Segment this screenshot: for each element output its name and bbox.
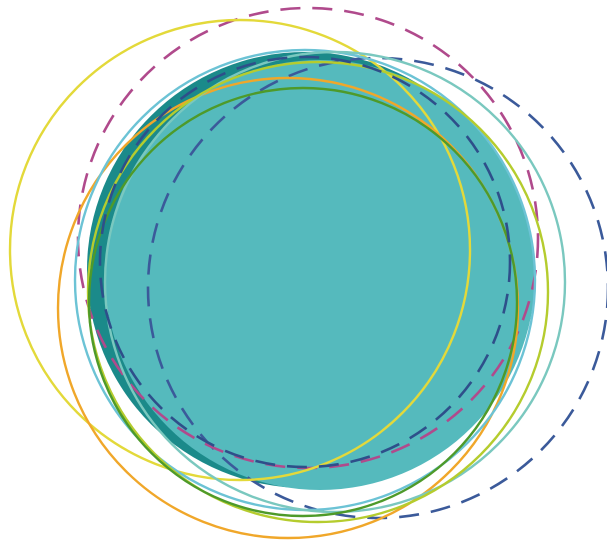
light-teal-filled-circle xyxy=(105,60,535,490)
green-ring xyxy=(87,86,519,518)
blue-dashed-ring xyxy=(146,56,607,520)
lime-ring xyxy=(86,60,550,524)
yellow-ring xyxy=(8,18,472,482)
mint-ring xyxy=(103,50,567,514)
navy-dashed-ring-inner xyxy=(98,55,512,469)
